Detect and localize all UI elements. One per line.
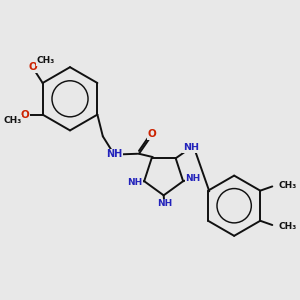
- Text: NH: NH: [106, 149, 122, 159]
- Text: NH: NH: [128, 178, 143, 187]
- Text: NH: NH: [183, 143, 199, 152]
- Text: CH₃: CH₃: [37, 56, 55, 65]
- Text: O: O: [21, 110, 29, 120]
- Text: CH₃: CH₃: [279, 222, 297, 231]
- Text: O: O: [28, 62, 38, 72]
- Text: CH₃: CH₃: [3, 116, 22, 124]
- Text: O: O: [148, 129, 156, 139]
- Text: NH: NH: [157, 199, 172, 208]
- Text: NH: NH: [185, 174, 200, 183]
- Text: CH₃: CH₃: [279, 181, 297, 190]
